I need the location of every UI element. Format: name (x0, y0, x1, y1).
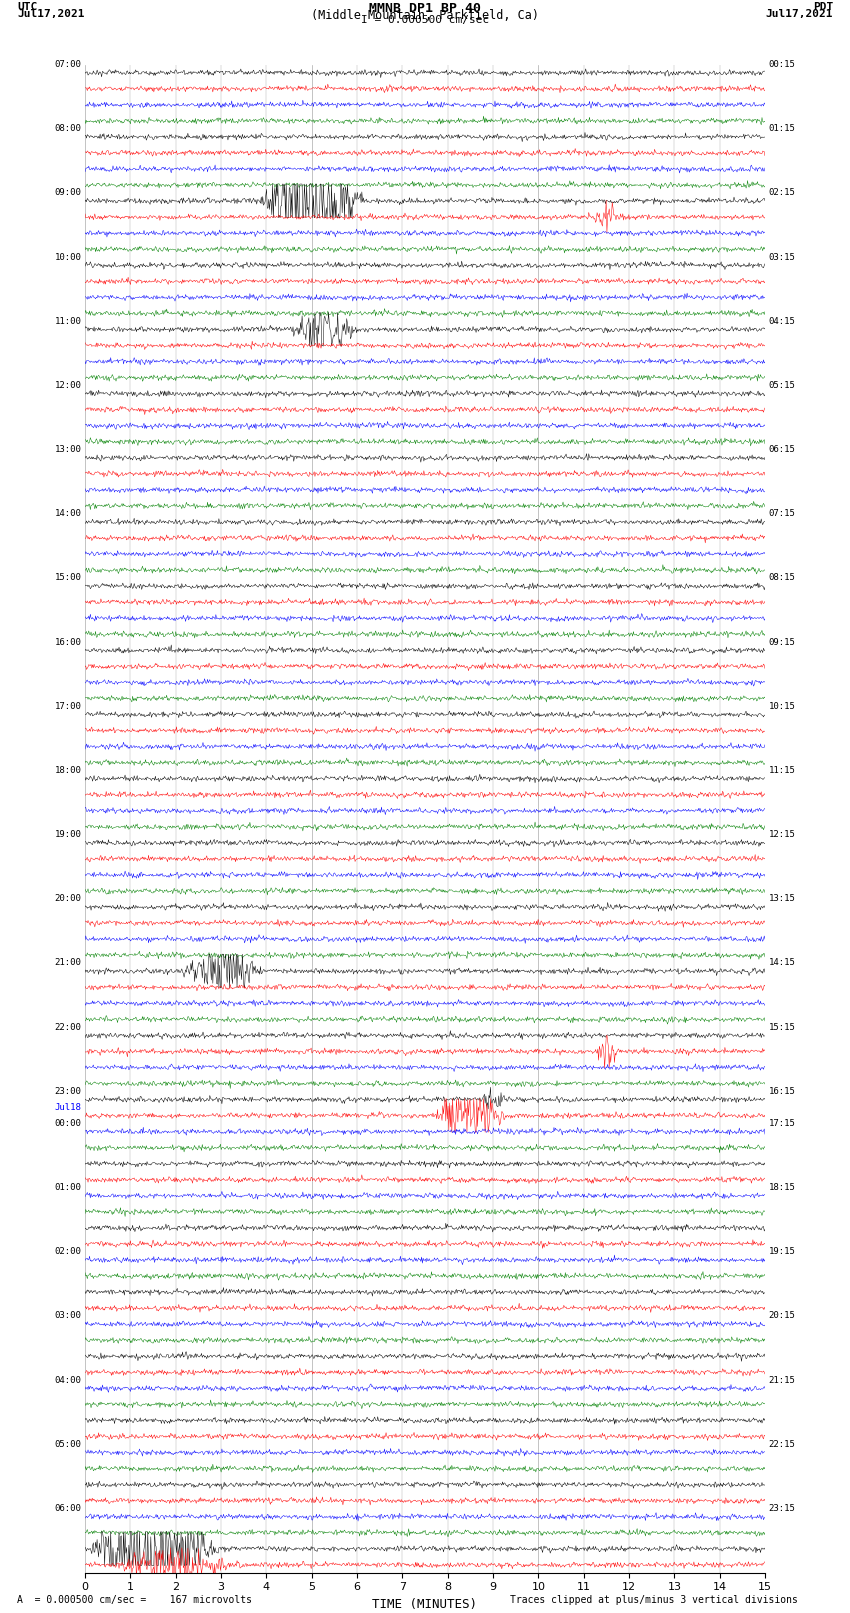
Text: I = 0.000500 cm/sec: I = 0.000500 cm/sec (361, 16, 489, 26)
Text: 09:00: 09:00 (54, 189, 82, 197)
Text: 11:00: 11:00 (54, 316, 82, 326)
Text: 23:15: 23:15 (768, 1503, 796, 1513)
Text: PDT: PDT (813, 3, 833, 13)
Text: 18:15: 18:15 (768, 1182, 796, 1192)
Text: (Middle Mountain, Parkfield, Ca): (Middle Mountain, Parkfield, Ca) (311, 10, 539, 23)
Text: 22:00: 22:00 (54, 1023, 82, 1032)
Text: 13:15: 13:15 (768, 894, 796, 903)
Text: 00:15: 00:15 (768, 60, 796, 69)
Text: Jul17,2021: Jul17,2021 (17, 10, 84, 19)
Text: 05:00: 05:00 (54, 1440, 82, 1448)
Text: 02:00: 02:00 (54, 1247, 82, 1257)
Text: 06:00: 06:00 (54, 1503, 82, 1513)
Text: 06:15: 06:15 (768, 445, 796, 455)
Text: 20:15: 20:15 (768, 1311, 796, 1321)
Text: Jul18: Jul18 (54, 1103, 82, 1111)
Text: 04:00: 04:00 (54, 1376, 82, 1384)
Text: 21:15: 21:15 (768, 1376, 796, 1384)
Text: 14:15: 14:15 (768, 958, 796, 968)
Text: 04:15: 04:15 (768, 316, 796, 326)
Text: Jul17,2021: Jul17,2021 (766, 10, 833, 19)
Text: 20:00: 20:00 (54, 894, 82, 903)
Text: 22:15: 22:15 (768, 1440, 796, 1448)
Text: Traces clipped at plus/minus 3 vertical divisions: Traces clipped at plus/minus 3 vertical … (510, 1595, 798, 1605)
Text: 15:15: 15:15 (768, 1023, 796, 1032)
Text: A  = 0.000500 cm/sec =    167 microvolts: A = 0.000500 cm/sec = 167 microvolts (17, 1595, 252, 1605)
Text: 03:15: 03:15 (768, 253, 796, 261)
Text: 19:15: 19:15 (768, 1247, 796, 1257)
Text: 13:00: 13:00 (54, 445, 82, 455)
Text: 03:00: 03:00 (54, 1311, 82, 1321)
Text: 16:00: 16:00 (54, 637, 82, 647)
Text: 23:00: 23:00 (54, 1087, 82, 1095)
Text: 12:00: 12:00 (54, 381, 82, 390)
Text: MMNB DP1 BP 40: MMNB DP1 BP 40 (369, 3, 481, 16)
Text: 02:15: 02:15 (768, 189, 796, 197)
Text: 15:00: 15:00 (54, 574, 82, 582)
Text: 08:15: 08:15 (768, 574, 796, 582)
Text: 05:15: 05:15 (768, 381, 796, 390)
Text: 09:15: 09:15 (768, 637, 796, 647)
Text: 00:00: 00:00 (54, 1119, 82, 1127)
Text: 01:15: 01:15 (768, 124, 796, 134)
Text: 19:00: 19:00 (54, 831, 82, 839)
Text: 17:15: 17:15 (768, 1119, 796, 1127)
Text: 14:00: 14:00 (54, 510, 82, 518)
Text: 21:00: 21:00 (54, 958, 82, 968)
X-axis label: TIME (MINUTES): TIME (MINUTES) (372, 1598, 478, 1611)
Text: 07:15: 07:15 (768, 510, 796, 518)
Text: 07:00: 07:00 (54, 60, 82, 69)
Text: 10:00: 10:00 (54, 253, 82, 261)
Text: 01:00: 01:00 (54, 1182, 82, 1192)
Text: 16:15: 16:15 (768, 1087, 796, 1095)
Text: 11:15: 11:15 (768, 766, 796, 774)
Text: 17:00: 17:00 (54, 702, 82, 711)
Text: 10:15: 10:15 (768, 702, 796, 711)
Text: 18:00: 18:00 (54, 766, 82, 774)
Text: UTC: UTC (17, 3, 37, 13)
Text: 08:00: 08:00 (54, 124, 82, 134)
Text: 12:15: 12:15 (768, 831, 796, 839)
